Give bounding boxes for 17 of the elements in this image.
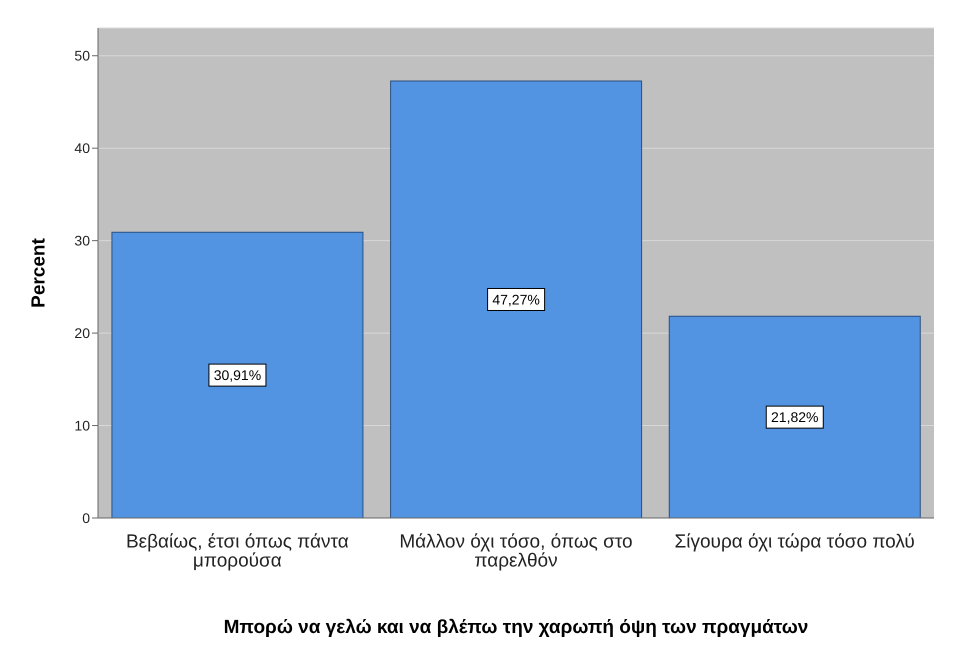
y-tick-label: 20 [74,325,90,342]
x-axis-title: Μπορώ να γελώ και να βλέπω την χαρωπή όψη των πραγμάτων [224,617,808,638]
bar [390,80,642,518]
y-tick-label: 50 [74,48,90,64]
y-tick-label: 40 [74,140,90,156]
y-tick-label: 10 [74,418,90,434]
y-tick-label: 30 [74,232,90,249]
bar [668,316,921,518]
bar [111,232,364,518]
data-label: 47,27% [492,291,540,308]
y-tick-label: 0 [82,510,90,526]
y-axis-title: Percent [28,237,50,308]
x-tick-label: Μάλλον όχι τόσο, όπως στο παρελθόν [399,531,633,572]
x-tick-label: Βεβαίως, έτσι όπως πάντα μπορούσα [126,531,349,572]
data-label: 30,91% [214,367,262,384]
data-label: 21,82% [771,409,819,426]
x-tick-label: Σίγουρα όχι τώρα τόσο πολύ [674,531,915,552]
